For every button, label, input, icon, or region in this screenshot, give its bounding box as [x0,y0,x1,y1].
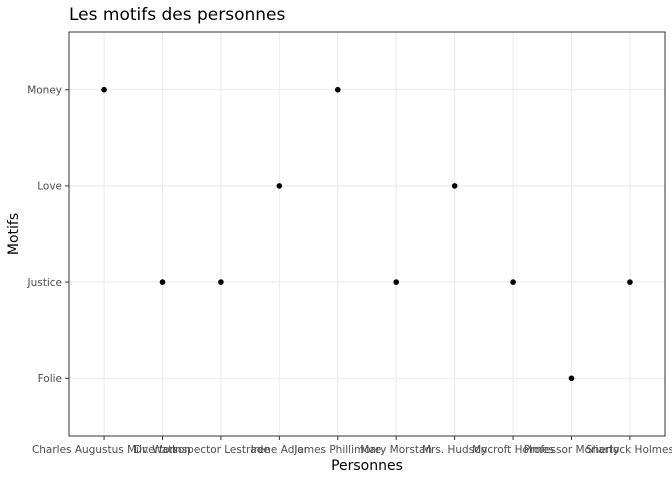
data-points [101,86,633,382]
data-point [159,279,166,285]
y-tick-label: Love [37,181,62,193]
y-tick-label: Folie [38,373,62,385]
x-axis-title: Personnes [331,458,403,474]
data-point [276,183,283,189]
x-tick-label: Inspector Lestrade [172,444,270,456]
data-point [334,86,341,93]
y-axis-title: Motifs [6,213,22,255]
data-point [451,183,458,189]
x-tick-label: Irene Adler [251,444,309,456]
data-point [627,279,633,285]
y-tick-label: Money [27,85,62,97]
data-point [510,279,516,285]
data-point [568,375,575,382]
y-tick-label: Justice [27,277,63,289]
x-tick-label: Sherlock Holmes [586,444,672,456]
x-tick-label: Mycroft Holmes [472,444,554,456]
data-point [101,86,107,93]
x-tick-label: Mrs. Hudson [422,444,487,456]
grid-lines [69,32,665,436]
x-tick-label: Charles Augustus Milverton [32,444,176,456]
x-tick-label: Dr. Watson [134,444,191,456]
y-axis-ticks: Folie Justice Love Money [27,85,69,385]
plot-panel [68,31,666,437]
x-tick-label: Mary Morstan [360,444,432,456]
data-point [218,279,224,285]
data-point [393,279,400,285]
x-tick-label: Professor Moriarty [524,444,620,456]
x-tick-label: James Phillimore [293,444,381,456]
chart-title: Les motifs des personnes [69,5,286,25]
